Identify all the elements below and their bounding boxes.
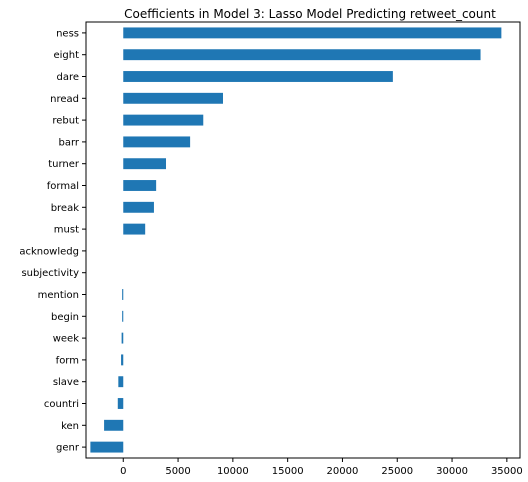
bar-dare — [123, 71, 393, 82]
x-tick-label: 15000 — [272, 466, 304, 477]
y-tick-label: subjectivity — [21, 268, 79, 279]
x-axis-ticks: 0 5000 10000 15000 20000 25000 30000 35000 — [120, 458, 523, 477]
y-tick-label: must — [54, 225, 79, 236]
y-tick-label: genr — [56, 443, 80, 454]
x-tick-label: 10000 — [217, 466, 249, 477]
y-tick-label: break — [51, 203, 80, 214]
bars-layer — [90, 27, 502, 453]
x-tick-label: 35000 — [491, 466, 523, 477]
bar-genr — [90, 441, 124, 453]
x-tick-label: 30000 — [436, 466, 468, 477]
y-tick-label: rebut — [52, 116, 79, 127]
y-tick-label: mention — [38, 290, 79, 301]
y-tick-label: acknowledg — [19, 246, 79, 257]
y-axis-ticks: ness eight dare nread rebut barr turner formal b… — [19, 28, 86, 454]
y-tick-label: week — [53, 334, 79, 345]
y-tick-label: eight — [53, 50, 79, 61]
y-tick-label: ness — [56, 28, 79, 39]
y-tick-label: slave — [53, 377, 79, 388]
bar-ken — [104, 419, 124, 431]
bar-mention — [122, 289, 124, 300]
y-tick-label: begin — [51, 312, 79, 323]
bar-week — [121, 332, 124, 344]
bar-turner — [123, 158, 167, 170]
bar-form — [121, 354, 124, 366]
bar-formal — [123, 180, 157, 191]
y-tick-label: nread — [50, 94, 79, 105]
bar-must — [123, 223, 146, 235]
y-tick-label: formal — [47, 181, 79, 192]
x-tick-label: 0 — [120, 466, 126, 477]
plot-frame — [85, 21, 521, 459]
x-tick-label: 25000 — [381, 466, 413, 477]
x-tick-label: 20000 — [327, 466, 359, 477]
y-tick-label: ken — [61, 421, 79, 432]
bar-slave — [118, 376, 124, 388]
y-tick-label: form — [56, 355, 79, 366]
bar-countri — [117, 398, 124, 409]
bar-eight — [123, 49, 481, 61]
chart-title: Coefficients in Model 3: Lasso Model Pre… — [124, 7, 496, 21]
x-tick-label: 5000 — [165, 466, 190, 477]
bar-ness — [123, 27, 502, 39]
bar-begin — [122, 310, 124, 322]
bar-break — [123, 201, 154, 213]
y-tick-label: dare — [56, 72, 79, 83]
y-tick-label: barr — [58, 137, 79, 148]
y-tick-label: turner — [48, 159, 80, 170]
bar-rebut — [123, 114, 204, 126]
bar-barr — [123, 136, 191, 148]
bar-nread — [123, 92, 223, 104]
y-tick-label: countri — [44, 399, 79, 410]
